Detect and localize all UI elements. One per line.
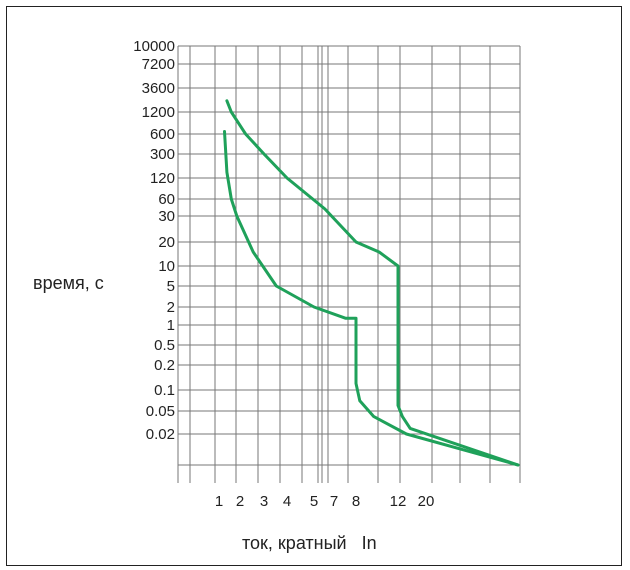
y-axis-label: время, с	[33, 273, 104, 293]
y-tick-label: 7200	[142, 56, 175, 73]
y-tick-label: 0.1	[154, 382, 175, 399]
y-tick-label: 300	[150, 146, 175, 163]
y-tick-label: 0.02	[146, 426, 175, 443]
y-tick-label: 1200	[142, 104, 175, 121]
x-tick-labels: 1 2 3 4 5 7 8 12 20	[215, 493, 435, 510]
y-tick-label: 10000	[133, 38, 175, 55]
x-tick-label: 1	[215, 493, 223, 510]
y-tick-label: 600	[150, 126, 175, 143]
y-tick-label: 5	[167, 278, 175, 295]
x-tick-label: 7	[330, 493, 338, 510]
x-tick-label: 4	[283, 493, 291, 510]
grid	[177, 45, 521, 483]
x-tick-label: 2	[236, 493, 244, 510]
curves	[223, 99, 520, 467]
y-tick-label: 10	[158, 258, 175, 275]
x-tick-label: 3	[260, 493, 268, 510]
y-tick-label: 1	[167, 317, 175, 334]
y-tick-label: 120	[150, 170, 175, 187]
y-tick-label: 0.5	[154, 337, 175, 354]
x-tick-label: 20	[418, 493, 435, 510]
y-tick-label: 2	[167, 299, 175, 316]
x-axis-label: ток, кратный In	[242, 533, 377, 553]
x-tick-label: 8	[352, 493, 360, 510]
min-curve	[223, 130, 520, 467]
y-tick-label: 0.05	[146, 403, 175, 420]
y-tick-label: 30	[158, 208, 175, 225]
chart-frame	[6, 6, 622, 566]
y-tick-label: 60	[158, 191, 175, 208]
y-tick-label: 3600	[142, 80, 175, 97]
y-tick-label: 20	[158, 234, 175, 251]
y-tick-label: 0.2	[154, 357, 175, 374]
x-tick-label: 5	[310, 493, 318, 510]
x-tick-label: 12	[390, 493, 407, 510]
max-curve	[225, 99, 520, 467]
